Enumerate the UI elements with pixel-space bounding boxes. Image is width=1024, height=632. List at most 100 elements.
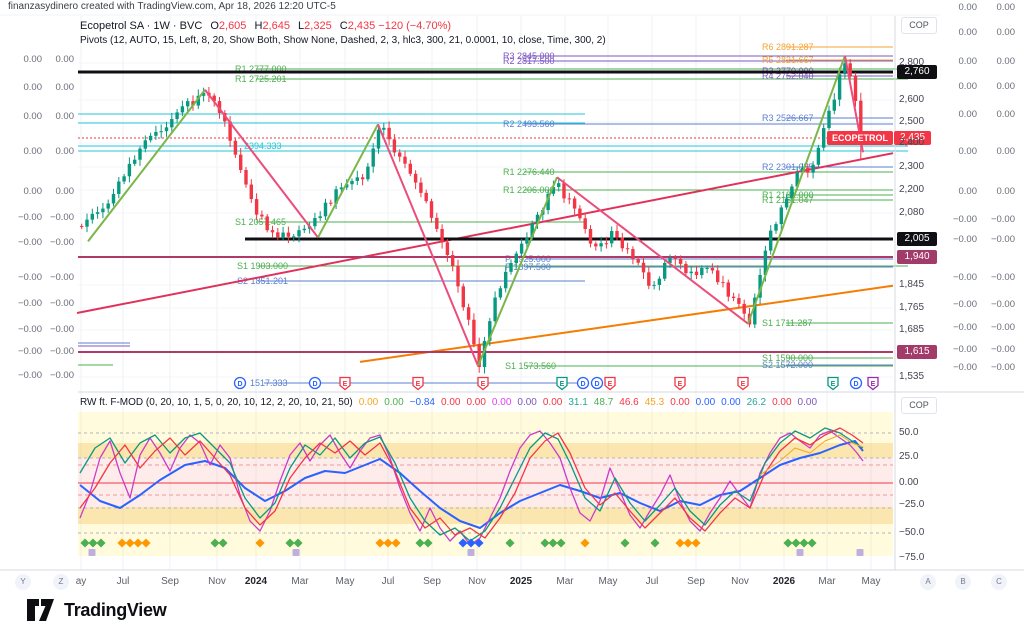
candle-body: [276, 232, 280, 238]
candle-body: [795, 172, 799, 187]
last-price-value: 2,435: [894, 131, 932, 145]
event-shield-marker[interactable]: E: [867, 376, 879, 391]
oscillator-band: [78, 524, 893, 556]
price-tick[interactable]: 1,535: [899, 371, 925, 382]
price-scale-currency-button[interactable]: COP: [901, 17, 937, 34]
event-shield-marker[interactable]: E: [412, 376, 424, 391]
right-scale-value: 0.00: [996, 2, 1016, 13]
price-tick[interactable]: 2,300: [899, 161, 925, 172]
candle-body: [95, 212, 100, 214]
signal-square-marker: [796, 549, 804, 556]
change-value: −120 (−4.70%): [378, 20, 452, 32]
divergence-circle-marker[interactable]: D: [233, 376, 247, 390]
price-tick[interactable]: 2,400: [899, 137, 925, 148]
candle-body: [731, 296, 736, 299]
candle-body: [334, 189, 338, 204]
price-tick[interactable]: 1,765: [899, 302, 925, 313]
indicator-value: 0.00: [695, 397, 716, 408]
right-scale-value: −0.00: [990, 234, 1015, 245]
event-shield-marker[interactable]: E: [674, 376, 686, 391]
candle-body: [784, 198, 789, 208]
candle-body: [244, 169, 248, 185]
candle-body: [610, 231, 614, 244]
time-axis-label: Nov: [468, 576, 486, 587]
symbol-legend[interactable]: Ecopetrol SA · 1W · BVC O2,605 H2,645 L2…: [80, 20, 606, 33]
price-tick[interactable]: 1,845: [899, 279, 925, 290]
candle-body: [212, 95, 216, 102]
layout-tab-button-b[interactable]: B: [955, 574, 971, 590]
left-scale-value: 0.00: [23, 111, 43, 122]
divergence-circle-marker[interactable]: D: [308, 376, 322, 390]
pivots-legend[interactable]: Pivots (12, AUTO, 15, Left, 8, 20, Show …: [80, 35, 606, 46]
time-axis-label: Nov: [208, 576, 226, 587]
signal-square-marker: [467, 549, 475, 556]
oscillator-tick[interactable]: 50.0: [899, 427, 919, 438]
left-scale-value: −0.00: [17, 212, 42, 223]
indicator-value: 0.00: [670, 397, 690, 408]
divergence-circle-marker[interactable]: D: [849, 376, 863, 390]
candle-body: [313, 217, 317, 227]
divergence-circle-marker[interactable]: D: [590, 376, 604, 390]
event-shield-marker[interactable]: E: [477, 376, 489, 391]
oscillator-tick[interactable]: −50.0: [899, 527, 925, 538]
layout-tab-button-c[interactable]: C: [991, 574, 1007, 590]
candle-body: [716, 270, 720, 283]
candle-body: [848, 63, 852, 76]
right-scale-value: −0.00: [990, 272, 1015, 283]
indicator-scale-currency-button[interactable]: COP: [901, 397, 937, 414]
indicator-title: RW ft. F-MOD (0, 20, 10, 1, 5, 0, 20, 10…: [80, 397, 353, 408]
signal-square-marker: [856, 549, 864, 556]
layout-tab-button-a[interactable]: A: [920, 574, 936, 590]
candle-body: [111, 193, 116, 204]
oscillator-tick[interactable]: 0.00: [899, 477, 919, 488]
price-tick[interactable]: 2,500: [899, 116, 925, 127]
candle-body: [700, 267, 704, 276]
indicator-value: 0.00: [358, 397, 379, 408]
right-scale-value: 0.00: [996, 56, 1016, 67]
oscillator-tick[interactable]: 25.0: [899, 451, 919, 462]
price-tick[interactable]: 1,685: [899, 324, 925, 335]
zigzag-segment: [317, 123, 379, 238]
close-value: 2,435: [347, 20, 376, 32]
open-value: 2,605: [218, 20, 247, 32]
tradingview-logo-icon[interactable]: [26, 598, 56, 622]
candle-body: [302, 228, 306, 231]
left-scale-value: 0.00: [55, 111, 75, 122]
oscillator-band: [78, 507, 893, 524]
candle-body: [853, 75, 858, 102]
price-tick[interactable]: 2,080: [899, 207, 925, 218]
time-axis-label: May: [598, 576, 618, 587]
candle-body: [594, 243, 598, 247]
candle-body: [196, 95, 200, 106]
event-shield-marker[interactable]: E: [556, 376, 568, 391]
price-tick[interactable]: 2,600: [899, 94, 925, 105]
indicator-legend[interactable]: RW ft. F-MOD (0, 20, 10, 1, 5, 0, 20, 10…: [80, 397, 817, 408]
candle-body: [705, 267, 709, 269]
indicator-value: 0.00: [384, 397, 404, 408]
candle-body: [133, 159, 137, 164]
oscillator-tick[interactable]: −25.0: [899, 499, 925, 510]
candle-body: [297, 230, 301, 237]
event-shield-marker[interactable]: E: [604, 376, 616, 391]
layout-tab-button-y[interactable]: Y: [15, 574, 31, 590]
right-scale-value: −0.00: [952, 344, 977, 355]
candle-body: [519, 243, 524, 254]
price-tick[interactable]: 2,800: [899, 57, 925, 68]
candle-body: [779, 207, 783, 225]
event-shield-marker[interactable]: E: [339, 376, 351, 391]
oscillator-tick[interactable]: −75.0: [899, 552, 925, 563]
trendline[interactable]: [76, 152, 894, 315]
layout-tab-button-z[interactable]: Z: [53, 574, 69, 590]
price-tick[interactable]: 2,200: [899, 184, 925, 195]
candle-body: [360, 177, 365, 180]
right-scale-value: −0.00: [952, 234, 977, 245]
symbol-title: Ecopetrol SA · 1W · BVC: [80, 20, 203, 32]
signal-square-marker: [88, 549, 96, 556]
divergence-circle-marker[interactable]: D: [576, 376, 590, 390]
trendline[interactable]: [359, 284, 894, 363]
event-shield-marker[interactable]: E: [737, 376, 749, 391]
candle-body: [684, 263, 688, 274]
candle-body: [292, 236, 296, 238]
event-shield-marker[interactable]: E: [827, 376, 839, 391]
